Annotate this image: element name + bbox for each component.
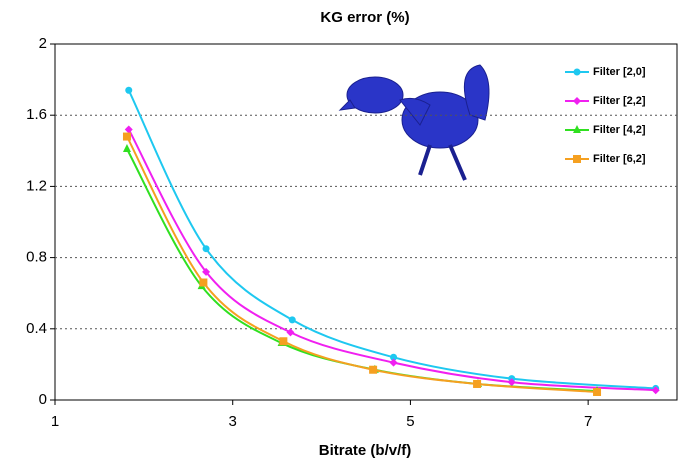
marker [125,86,133,94]
marker [507,378,516,387]
plot-frame [54,43,678,401]
marker [122,132,131,141]
series-line [127,89,656,390]
rooster-image [338,64,490,181]
y-tick-label: 0 [39,391,47,408]
y-tick-label: 1.6 [26,106,47,123]
series-line [126,136,598,393]
series-line [127,128,656,392]
y-tick-label: 2 [39,35,47,52]
legend-label: Filter [4,2] [593,124,646,136]
x-tick-label: 3 [229,413,237,430]
x-tick-label: 1 [51,413,59,430]
marker [389,358,398,367]
marker [202,267,211,276]
y-tick-label: 1.2 [26,177,47,194]
marker [369,365,378,374]
x-tick-label: 7 [584,413,592,430]
marker [473,379,482,388]
marker [288,316,296,324]
marker [390,353,398,361]
y-tick-label: 0.4 [26,320,47,337]
x-tick-label: 5 [406,413,414,430]
legend-label: Filter [2,2] [593,95,646,107]
marker [124,125,133,134]
marker [593,387,602,396]
legend-label: Filter [6,2] [593,153,646,165]
chart-title: KG error (%) [320,9,409,26]
marker [573,125,581,133]
marker [573,68,581,76]
x-axis-label: Bitrate (b/v/f) [319,442,412,459]
legend-label: Filter [2,0] [593,66,646,78]
marker [573,97,581,105]
marker [122,144,131,153]
marker [651,386,660,395]
marker [279,337,288,346]
marker [573,155,581,163]
marker [202,245,210,253]
y-tick-label: 0.8 [26,249,47,266]
marker [286,328,295,337]
marker [199,278,208,287]
